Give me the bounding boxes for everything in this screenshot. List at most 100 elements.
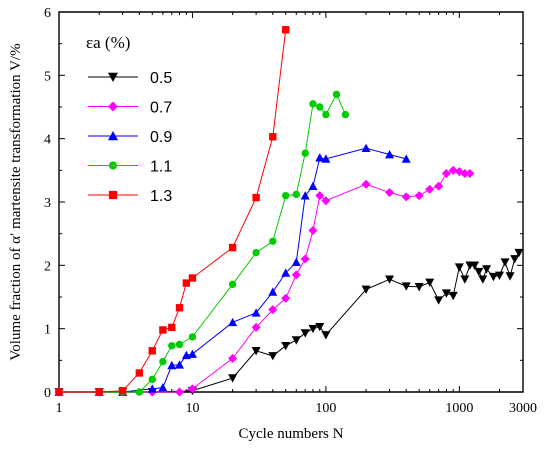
data-point (251, 347, 261, 356)
data-point (281, 268, 291, 277)
y-tick-label: 4 (44, 133, 51, 148)
data-point (135, 369, 144, 377)
data-point (228, 317, 238, 327)
data-point (252, 248, 260, 257)
data-point (308, 181, 318, 190)
data-point (148, 347, 156, 355)
data-point (332, 90, 341, 99)
legend-item: 1.1 (88, 159, 172, 176)
legend-swatch-marker (108, 131, 118, 141)
data-point (282, 191, 290, 200)
y-tick-label: 1 (44, 323, 51, 338)
data-point (55, 388, 63, 396)
data-point (228, 374, 238, 383)
data-point (315, 153, 325, 162)
data-point (401, 192, 411, 202)
data-point (252, 193, 260, 202)
legend-label: 0.5 (150, 70, 172, 87)
legend-swatch-marker (108, 190, 118, 200)
y-tick-label: 6 (44, 6, 51, 21)
data-point (505, 272, 515, 281)
data-point (159, 326, 167, 334)
data-point (500, 258, 510, 267)
legend-swatch-marker (108, 72, 118, 82)
x-tick-label: 10 (185, 401, 199, 416)
data-point (291, 257, 301, 266)
data-point (135, 388, 144, 396)
legend-item: 1.3 (88, 188, 172, 205)
data-point (168, 323, 176, 332)
data-point (228, 353, 238, 363)
series-line (59, 252, 520, 393)
data-point (268, 305, 278, 315)
y-tick-label: 2 (44, 259, 51, 274)
data-point (448, 291, 458, 301)
data-point (401, 154, 411, 163)
data-point (291, 336, 301, 345)
data-point (168, 342, 176, 350)
x-tick-label: 1000 (445, 401, 473, 416)
data-point (148, 375, 156, 384)
data-point (454, 263, 464, 272)
data-point (308, 226, 318, 235)
legend-title: εa (%) (86, 33, 130, 52)
data-point (182, 279, 191, 287)
legend-swatch-marker (108, 101, 118, 112)
data-point (341, 110, 350, 119)
y-tick-label: 5 (44, 69, 51, 84)
data-point (448, 165, 458, 175)
data-point (510, 255, 520, 264)
data-point (361, 179, 371, 189)
data-point (269, 133, 277, 141)
data-point (175, 304, 184, 312)
data-point (291, 270, 301, 280)
data-point (281, 341, 291, 351)
data-point (441, 169, 451, 178)
data-point (269, 237, 277, 245)
data-point (301, 149, 309, 157)
data-point (361, 285, 371, 294)
data-point (282, 26, 290, 34)
data-point (188, 333, 197, 341)
y-tick-label: 0 (44, 386, 51, 401)
series-line (59, 29, 287, 393)
series-line (59, 93, 346, 393)
data-point (188, 274, 197, 282)
data-point (425, 278, 435, 287)
data-point (175, 387, 185, 397)
data-point (434, 181, 444, 191)
data-point (268, 352, 278, 361)
data-point (251, 322, 261, 332)
data-point (495, 271, 505, 280)
data-point (251, 308, 261, 317)
data-point (300, 254, 310, 264)
data-point (425, 184, 435, 194)
data-point (315, 191, 325, 201)
data-point (159, 357, 167, 366)
data-point (322, 110, 330, 119)
legend-label: 0.9 (150, 129, 172, 146)
data-point (228, 243, 237, 252)
y-axis-title: Volume fraction of α′ martensite transfo… (8, 43, 24, 360)
data-point (175, 340, 184, 349)
legend-label: 0.7 (150, 100, 172, 117)
data-point (321, 196, 331, 206)
data-point (95, 388, 103, 396)
plot-area (58, 11, 524, 393)
data-point (414, 191, 424, 201)
series-0.5 (54, 248, 524, 397)
data-point (460, 169, 470, 178)
x-tick-label: 100 (315, 401, 336, 416)
data-point (158, 383, 168, 392)
data-point (385, 275, 395, 284)
x-axis-title: Cycle numbers N (239, 426, 344, 442)
data-point (460, 275, 470, 284)
data-point (175, 360, 185, 369)
y-tick-label: 3 (44, 196, 51, 211)
series-0.7 (54, 165, 475, 397)
data-point (465, 169, 475, 178)
data-point (470, 261, 480, 270)
data-point (309, 100, 317, 108)
